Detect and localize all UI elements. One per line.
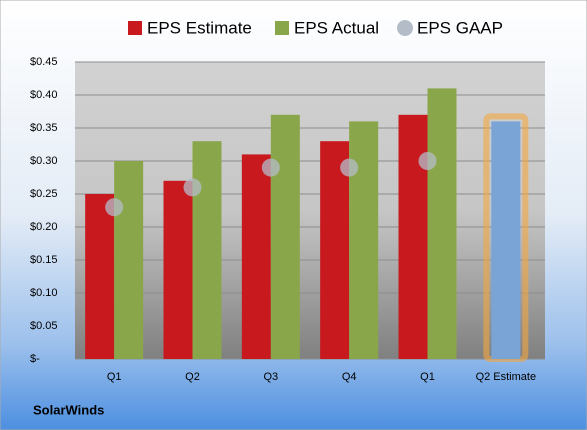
bar (398, 114, 428, 359)
x-tick-label: Q2 (185, 371, 200, 383)
x-tick-label: Q4 (342, 371, 357, 383)
y-tick-label: $0.40 (30, 89, 58, 101)
bar (320, 141, 350, 359)
dot (340, 158, 359, 177)
legend-label: EPS Actual (294, 18, 379, 37)
y-tick-label: $0.15 (30, 254, 58, 266)
y-tick-label: $0.05 (30, 320, 58, 332)
y-tick-label: $0.45 (30, 56, 58, 68)
x-tick-label: Q1 (107, 371, 122, 383)
bar (491, 121, 521, 360)
y-tick-label: $0.30 (30, 155, 58, 167)
bar (163, 180, 193, 359)
y-tick-label: $0.25 (30, 188, 58, 200)
dot (261, 158, 280, 177)
dot (183, 178, 202, 197)
bar (192, 141, 222, 359)
x-tick-label: Q3 (263, 371, 278, 383)
legend-marker (128, 21, 142, 35)
legend-marker (275, 21, 289, 35)
bar (114, 161, 144, 359)
dot (418, 152, 437, 170)
y-tick-label: $0.10 (30, 287, 58, 299)
x-tick-label: Q2 Estimate (476, 371, 537, 383)
bar (427, 88, 457, 360)
legend-marker (397, 20, 413, 36)
y-tick-label: $- (30, 353, 40, 365)
y-tick-label: $0.35 (30, 122, 58, 134)
bar (85, 194, 115, 359)
x-tick-label: Q1 (420, 371, 435, 383)
plot-area (75, 62, 545, 359)
legend-label: EPS Estimate (147, 18, 252, 37)
bar (349, 121, 379, 360)
legend-label: EPS GAAP (417, 18, 503, 37)
y-tick-label: $0.20 (30, 221, 58, 233)
source: SolarWinds (33, 402, 104, 417)
dot (105, 198, 124, 217)
bar (241, 154, 271, 359)
bar (270, 114, 300, 359)
